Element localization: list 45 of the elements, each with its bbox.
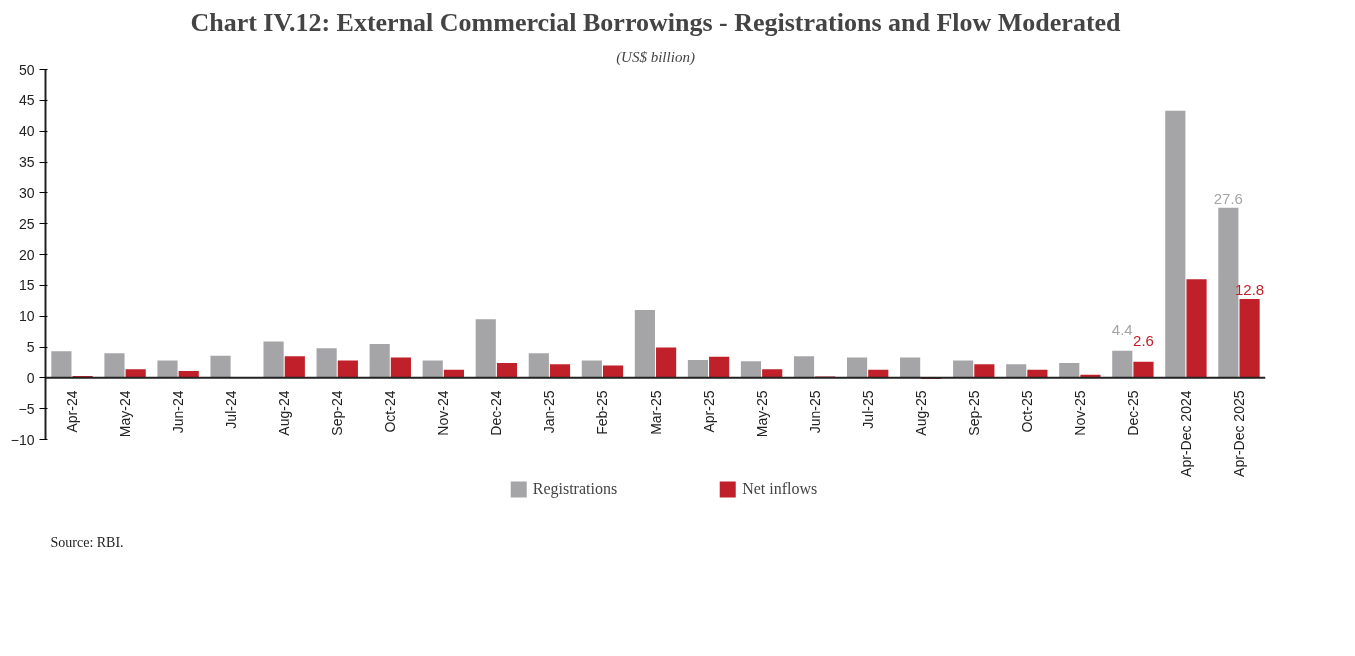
y-tick-label: 50 [18, 61, 35, 78]
x-tick-label: Nov-24 [435, 390, 452, 436]
data-label: 2.6 [1133, 332, 1154, 350]
y-tick-label: 0 [26, 369, 35, 386]
y-tick-label: 35 [18, 154, 35, 170]
y-tick-label: −5 [18, 400, 35, 417]
chart-title: Chart IV.12: External Commercial Borrowings - Registrations and Flow Moderated [190, 7, 1122, 37]
x-tick-label: Apr-24 [64, 390, 81, 433]
y-tick-label: 20 [18, 246, 35, 263]
x-tick-label: Apr-Dec 2025 [1230, 390, 1247, 477]
data-label: 4.4 [1111, 321, 1133, 339]
x-tick-label: Jan-25 [541, 390, 558, 434]
x-tick-label: Aug-24 [276, 390, 293, 436]
legend-label: Net inflows [742, 480, 818, 498]
x-tick-label: Aug-25 [912, 390, 929, 436]
data-label: 27.6 [1213, 189, 1243, 207]
y-tick-label: 15 [18, 277, 35, 294]
x-tick-label: Sep-25 [965, 390, 982, 436]
x-tick-label: Jul-25 [859, 390, 876, 429]
x-tick-label: Nov-25 [1071, 390, 1088, 436]
x-tick-label: Apr-Dec 2024 [1177, 390, 1194, 477]
x-tick-label: Dec-25 [1124, 390, 1141, 436]
x-tick-label: Sep-24 [329, 390, 346, 436]
x-tick-label: May-24 [117, 390, 134, 438]
x-tick-label: Oct-25 [1018, 390, 1035, 433]
x-tick-label: Apr-25 [700, 390, 717, 433]
x-tick-label: Mar-25 [647, 390, 664, 435]
y-tick-label: −10 [10, 431, 35, 448]
y-tick-label: 45 [18, 92, 35, 109]
y-tick-label: 40 [18, 123, 35, 140]
y-tick-label: 25 [18, 215, 35, 232]
y-tick-label: 10 [18, 308, 35, 325]
x-tick-label: Oct-24 [382, 390, 399, 433]
x-tick-label: Jul-24 [223, 390, 240, 429]
y-tick-label: 5 [26, 339, 35, 355]
x-tick-label: Jun-25 [806, 390, 823, 434]
x-tick-label: Jun-24 [170, 390, 187, 434]
data-label: 12.8 [1234, 281, 1265, 299]
x-tick-label: May-25 [753, 390, 770, 438]
x-tick-label: Dec-24 [488, 390, 505, 436]
legend-label: Registrations [532, 480, 618, 498]
chart-subtitle: (US$ billion) [616, 48, 695, 66]
y-tick-label: 30 [18, 184, 35, 201]
x-tick-label: Feb-25 [594, 390, 611, 435]
source-note: Source: RBI. [50, 534, 124, 550]
